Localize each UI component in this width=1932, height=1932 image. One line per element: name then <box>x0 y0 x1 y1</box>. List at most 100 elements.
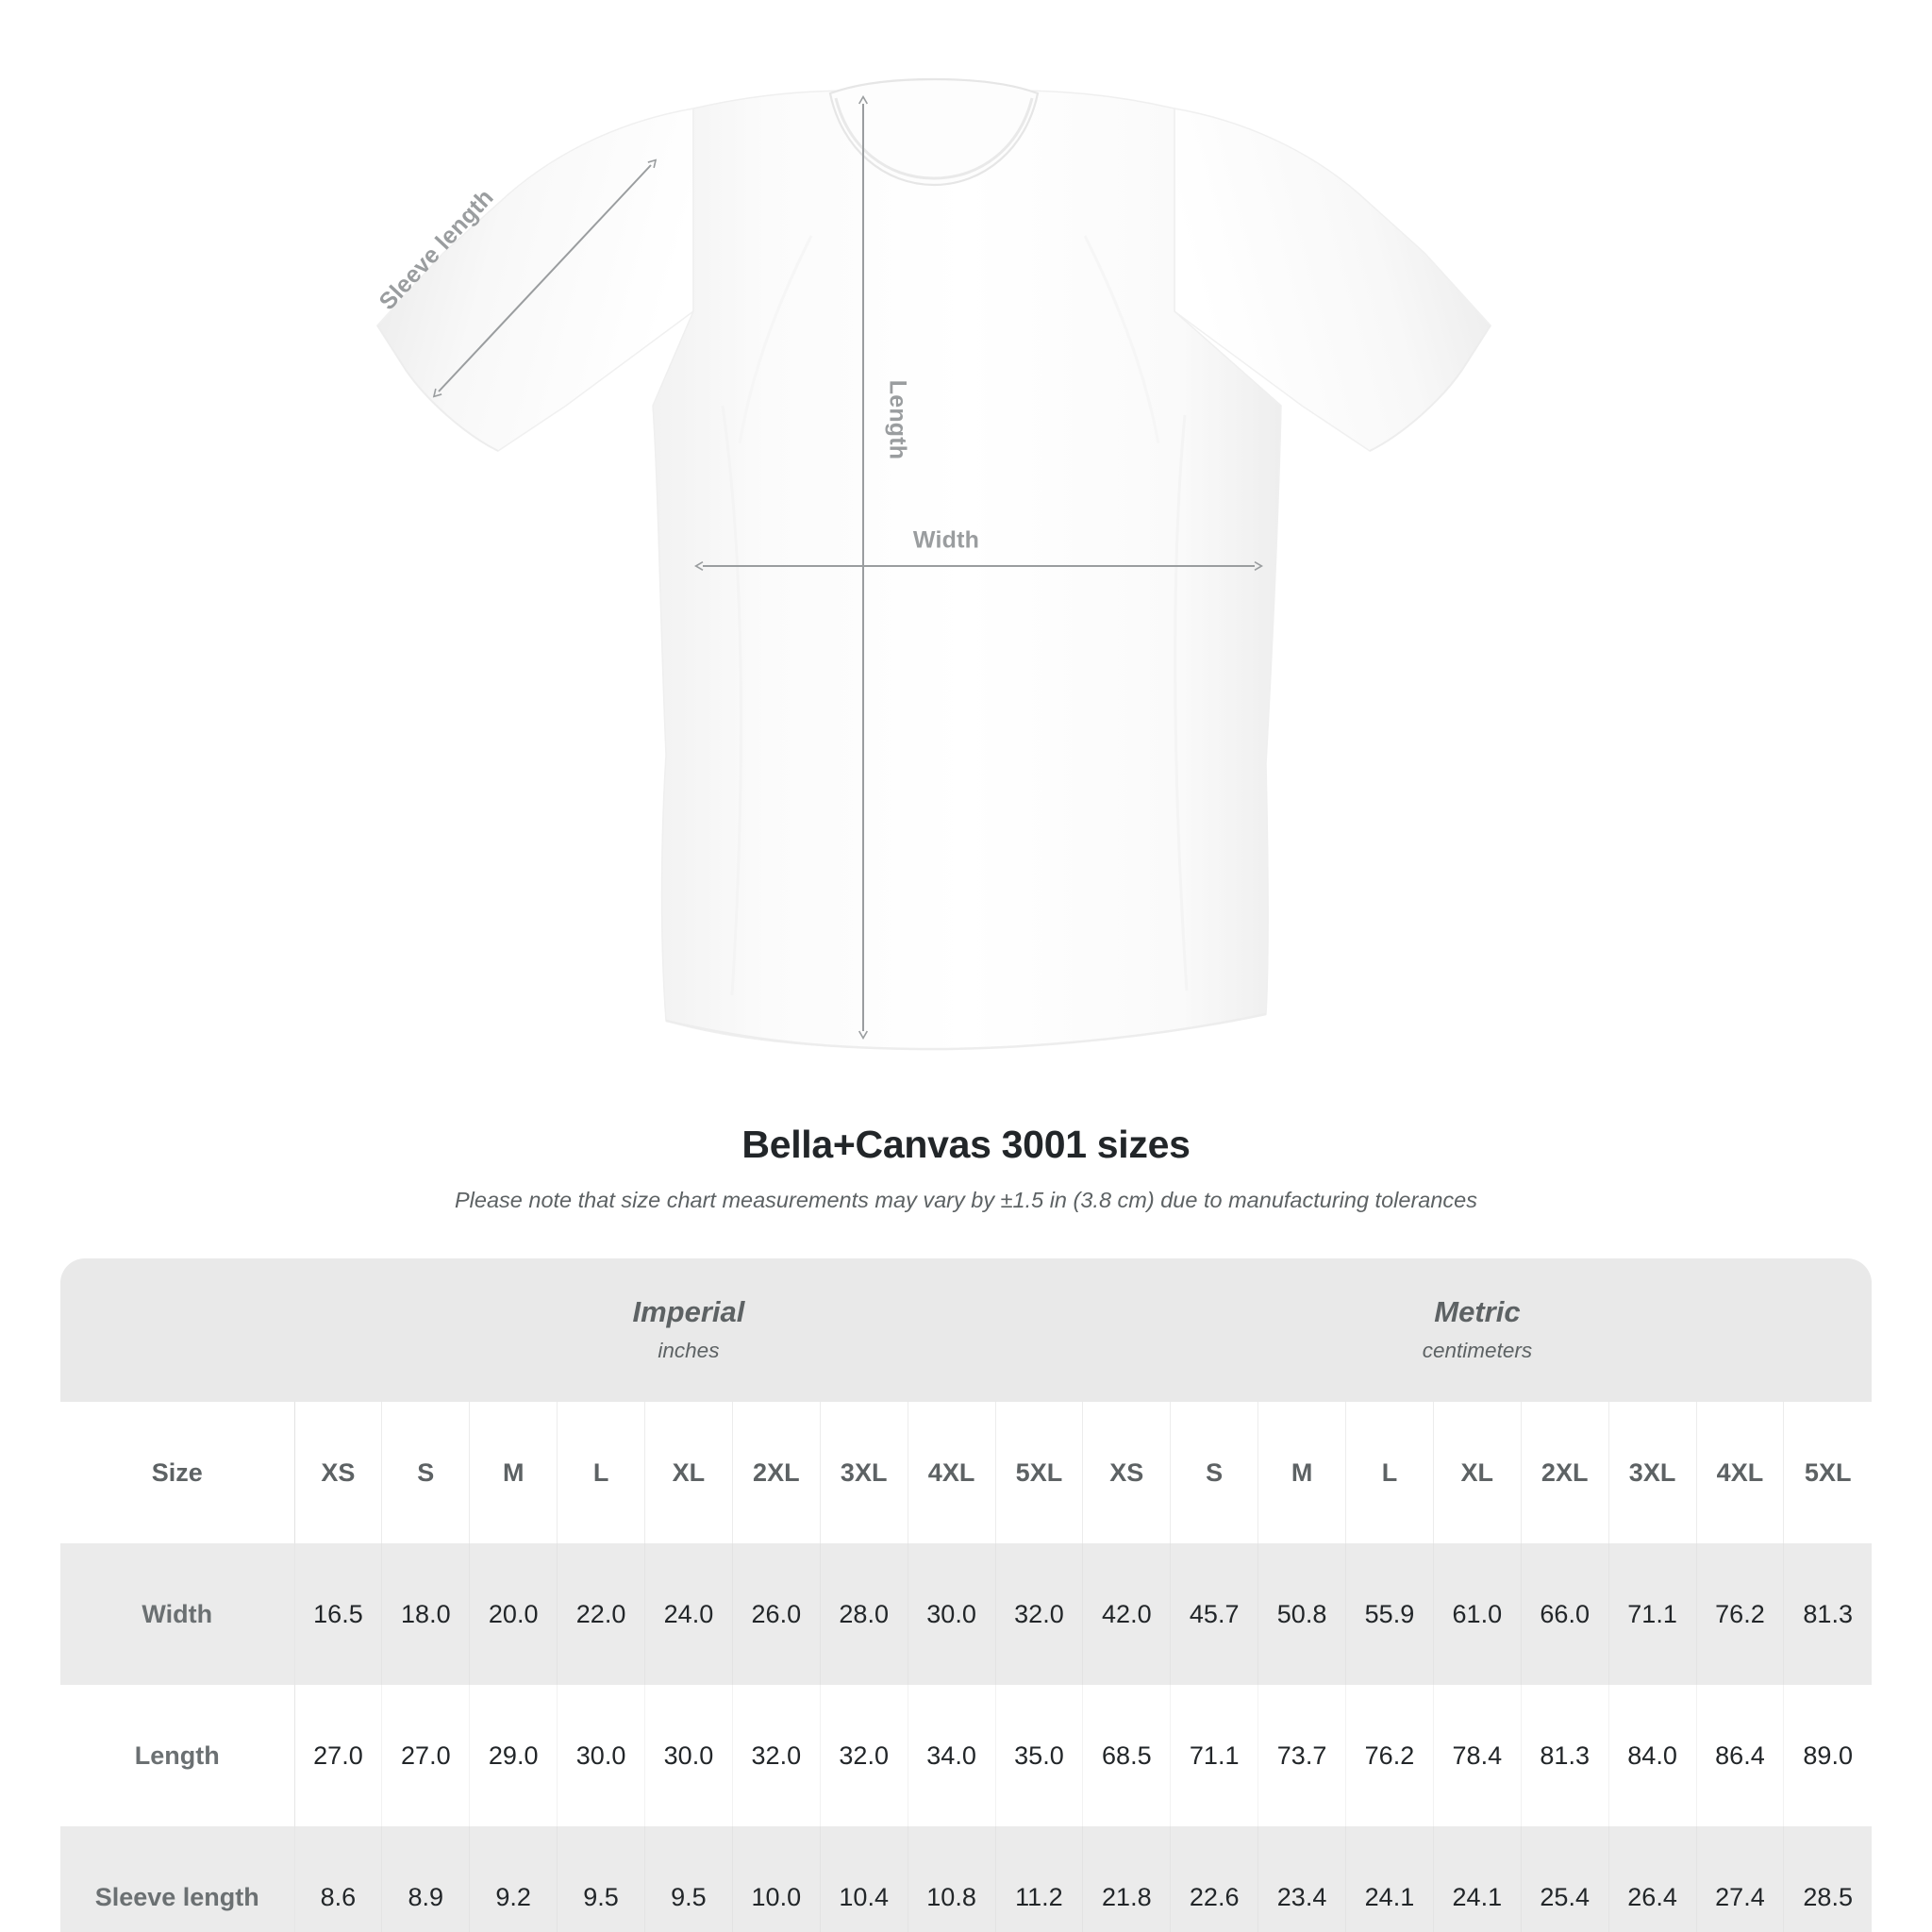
cell-length-metric-3xl: 84.0 <box>1608 1685 1697 1826</box>
cell-length-imperial-3xl: 32.0 <box>820 1685 908 1826</box>
table-row: Sleeve length 8.6 8.9 9.2 9.5 9.5 10.0 10.4 10.8… <box>60 1826 1872 1932</box>
cell-length-metric-s: 71.1 <box>1170 1685 1259 1826</box>
cell-length-metric-5xl: 89.0 <box>1783 1685 1872 1826</box>
length-annotation: Length <box>884 379 911 460</box>
cell-length-imperial-4xl: 34.0 <box>908 1685 996 1826</box>
size-header-imperial-4xl: 4XL <box>908 1402 996 1543</box>
size-header-imperial-xl: XL <box>644 1402 733 1543</box>
sleeve-arrow <box>432 158 658 398</box>
tshirt-shape <box>376 77 1491 1051</box>
size-header-imperial-xs: XS <box>293 1402 383 1543</box>
cell-sleeve-length-imperial-2xl: 10.0 <box>732 1826 821 1932</box>
cell-width-imperial-4xl: 30.0 <box>908 1543 996 1685</box>
size-header-metric-3xl: 3XL <box>1608 1402 1697 1543</box>
size-header-metric-m: M <box>1257 1402 1346 1543</box>
cell-length-metric-2xl: 81.3 <box>1521 1685 1609 1826</box>
size-header-metric-2xl: 2XL <box>1521 1402 1609 1543</box>
page-title: Bella+Canvas 3001 sizes <box>741 1123 1191 1166</box>
cell-width-metric-m: 50.8 <box>1257 1543 1346 1685</box>
row-label-sleeve-length: Sleeve length <box>60 1826 294 1932</box>
cell-sleeve-length-imperial-5xl: 11.2 <box>995 1826 1084 1932</box>
cell-sleeve-length-metric-l: 24.1 <box>1345 1826 1434 1932</box>
cell-sleeve-length-imperial-xl: 9.5 <box>644 1826 733 1932</box>
size-header-metric-l: L <box>1345 1402 1434 1543</box>
unit-group-header-row: Imperial inches Metric centimeters <box>60 1258 1872 1402</box>
cell-width-imperial-xs: 16.5 <box>293 1543 383 1685</box>
cell-sleeve-length-metric-5xl: 28.5 <box>1783 1826 1872 1932</box>
size-header-metric-xl: XL <box>1433 1402 1522 1543</box>
table-row: Length 27.0 27.0 29.0 30.0 30.0 32.0 32.0 34.0 35… <box>60 1685 1872 1826</box>
cell-length-imperial-xl: 30.0 <box>644 1685 733 1826</box>
cell-width-imperial-3xl: 28.0 <box>820 1543 908 1685</box>
chart-headings: Bella+Canvas 3001 sizes Please note that… <box>0 1123 1932 1213</box>
measurement-arrows <box>432 95 1263 1040</box>
cell-width-imperial-s: 18.0 <box>381 1543 471 1685</box>
unit-group-metric: Metric centimeters <box>1082 1258 1872 1402</box>
unit-group-unit: centimeters <box>1422 1339 1533 1363</box>
cell-length-metric-m: 73.7 <box>1257 1685 1346 1826</box>
size-header-metric-xs: XS <box>1082 1402 1172 1543</box>
cell-length-imperial-l: 30.0 <box>557 1685 645 1826</box>
cell-width-metric-s: 45.7 <box>1170 1543 1259 1685</box>
cell-sleeve-length-metric-s: 22.6 <box>1170 1826 1259 1932</box>
group-header-spacer <box>60 1258 294 1402</box>
cell-width-imperial-m: 20.0 <box>469 1543 558 1685</box>
cell-width-imperial-5xl: 32.0 <box>995 1543 1084 1685</box>
cell-length-imperial-xs: 27.0 <box>293 1685 383 1826</box>
size-chart-table: Imperial inches Metric centimeters Size XS S M L… <box>60 1258 1872 1932</box>
size-header-imperial-2xl: 2XL <box>732 1402 821 1543</box>
cell-sleeve-length-metric-m: 23.4 <box>1257 1826 1346 1932</box>
cell-width-metric-l: 55.9 <box>1345 1543 1434 1685</box>
cell-width-metric-4xl: 76.2 <box>1696 1543 1785 1685</box>
row-label-length: Length <box>60 1685 294 1826</box>
unit-group-name: Metric <box>1434 1294 1521 1328</box>
cell-width-metric-xl: 61.0 <box>1433 1543 1522 1685</box>
size-header-metric-5xl: 5XL <box>1783 1402 1872 1543</box>
tshirt-measurement-diagram: Sleeve length Length Width <box>375 77 1491 1051</box>
size-header-row: Size XS S M L XL 2XL 3XL 4XL 5XL XS S M L XL 2XL 3XL 4XL 5… <box>60 1402 1872 1543</box>
size-header-imperial-3xl: 3XL <box>820 1402 908 1543</box>
cell-length-imperial-m: 29.0 <box>469 1685 558 1826</box>
cell-length-imperial-2xl: 32.0 <box>732 1685 821 1826</box>
table-row: Width 16.5 18.0 20.0 22.0 24.0 26.0 28.0 30.0 32.… <box>60 1543 1872 1685</box>
cell-length-imperial-5xl: 35.0 <box>995 1685 1084 1826</box>
cell-sleeve-length-imperial-l: 9.5 <box>557 1826 645 1932</box>
cell-length-metric-xs: 68.5 <box>1082 1685 1172 1826</box>
cell-sleeve-length-imperial-xs: 8.6 <box>293 1826 383 1932</box>
cell-sleeve-length-imperial-m: 9.2 <box>469 1826 558 1932</box>
size-header-imperial-m: M <box>469 1402 558 1543</box>
width-annotation: Width <box>912 526 980 554</box>
unit-group-imperial: Imperial inches <box>294 1258 1083 1402</box>
cell-width-imperial-l: 22.0 <box>557 1543 645 1685</box>
cell-sleeve-length-metric-2xl: 25.4 <box>1521 1826 1609 1932</box>
unit-group-unit: inches <box>658 1339 720 1363</box>
cell-sleeve-length-imperial-s: 8.9 <box>381 1826 471 1932</box>
size-header-imperial-s: S <box>381 1402 471 1543</box>
size-header-imperial-5xl: 5XL <box>995 1402 1084 1543</box>
cell-length-imperial-s: 27.0 <box>381 1685 471 1826</box>
cell-length-metric-l: 76.2 <box>1345 1685 1434 1826</box>
cell-length-metric-xl: 78.4 <box>1433 1685 1522 1826</box>
size-chart-table-wrapper: Imperial inches Metric centimeters Size XS S M L… <box>60 1258 1872 1932</box>
unit-group-name: Imperial <box>632 1294 745 1328</box>
tshirt-illustration <box>376 77 1491 1051</box>
cell-sleeve-length-imperial-3xl: 10.4 <box>820 1826 908 1932</box>
cell-sleeve-length-metric-4xl: 27.4 <box>1696 1826 1785 1932</box>
cell-width-metric-5xl: 81.3 <box>1783 1543 1872 1685</box>
size-header-metric-s: S <box>1170 1402 1259 1543</box>
row-label-width: Width <box>60 1543 294 1685</box>
cell-sleeve-length-imperial-4xl: 10.8 <box>908 1826 996 1932</box>
cell-sleeve-length-metric-3xl: 26.4 <box>1608 1826 1697 1932</box>
cell-width-metric-xs: 42.0 <box>1082 1543 1172 1685</box>
cell-width-imperial-2xl: 26.0 <box>732 1543 821 1685</box>
cell-length-metric-4xl: 86.4 <box>1696 1685 1785 1826</box>
size-header-label: Size <box>60 1402 294 1543</box>
cell-sleeve-length-metric-xs: 21.8 <box>1082 1826 1172 1932</box>
cell-width-imperial-xl: 24.0 <box>644 1543 733 1685</box>
cell-width-metric-2xl: 66.0 <box>1521 1543 1609 1685</box>
tolerance-note: Please note that size chart measurements… <box>455 1188 1477 1212</box>
size-header-metric-4xl: 4XL <box>1696 1402 1785 1543</box>
cell-width-metric-3xl: 71.1 <box>1608 1543 1697 1685</box>
size-header-imperial-l: L <box>557 1402 645 1543</box>
cell-sleeve-length-metric-xl: 24.1 <box>1433 1826 1522 1932</box>
